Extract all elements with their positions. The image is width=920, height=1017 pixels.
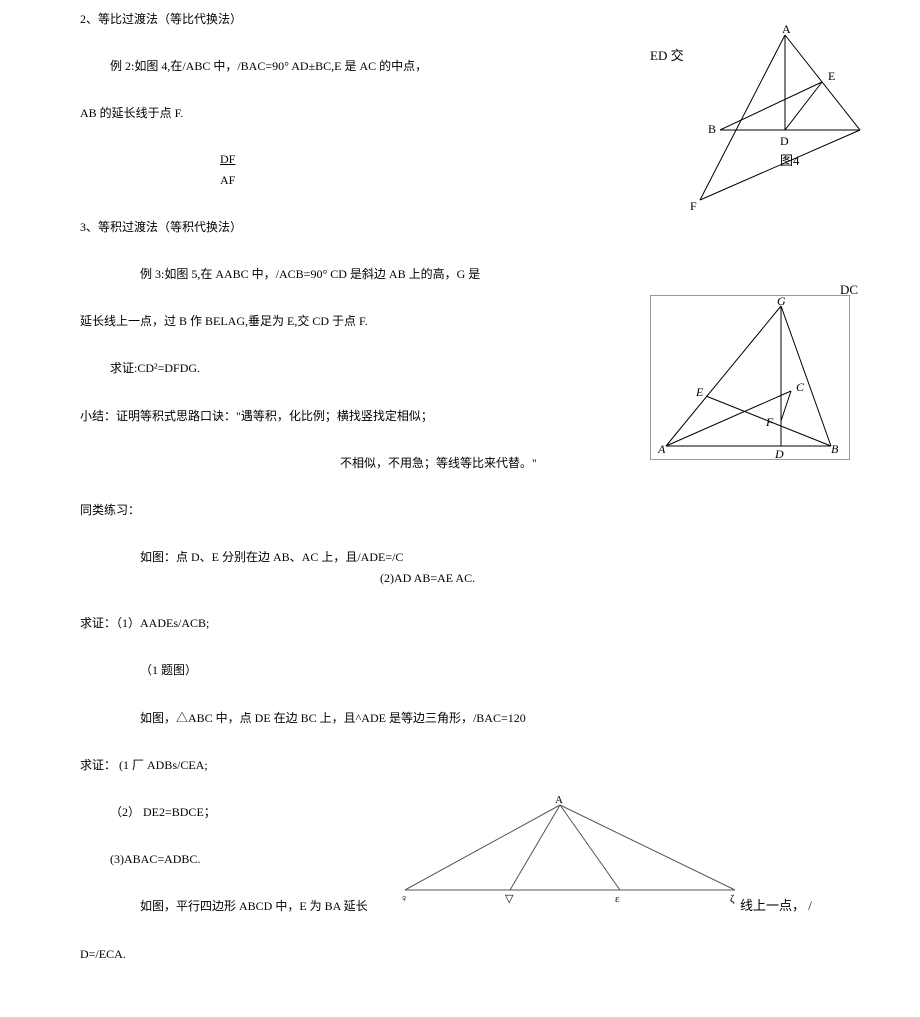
figure-5: G A D B E C F bbox=[651, 296, 851, 461]
svg-text:ε: ε bbox=[615, 893, 620, 905]
svg-text:C: C bbox=[796, 380, 805, 394]
figure-4: A B D E F 图4 bbox=[680, 25, 880, 215]
q1-line1: 如图：点 D、E 分别在边 AB、AC 上，且/ADE=/C bbox=[80, 548, 920, 567]
svg-text:F: F bbox=[690, 199, 697, 213]
svg-text:A: A bbox=[555, 795, 563, 806]
q2-line1: 如图，△ABC 中，点 DE 在边 BC 上，且^ADE 是等边三角形，/BAC… bbox=[80, 709, 920, 728]
practice-title: 同类练习： bbox=[80, 501, 920, 520]
q3-right: 线上一点， / bbox=[740, 895, 812, 914]
q1-fig-label: （1 题图） bbox=[80, 661, 920, 680]
svg-text:▽: ▽ bbox=[505, 893, 514, 905]
q2-prove: 求证： (1 厂 ADBs/CEA; bbox=[80, 756, 920, 775]
figure-6: A ♀ ▽ ε ζ bbox=[395, 795, 745, 905]
svg-text:♀: ♀ bbox=[400, 893, 408, 905]
q1-prove: 求证：（1）AADEs/ACB; bbox=[80, 614, 920, 633]
svg-text:E: E bbox=[695, 385, 704, 399]
q3-line2: D=/ECA. bbox=[80, 945, 920, 964]
figure-5-box: G A D B E C F bbox=[650, 295, 850, 460]
svg-text:D: D bbox=[774, 447, 784, 461]
svg-text:A: A bbox=[782, 25, 791, 36]
svg-text:图4: 图4 bbox=[780, 153, 800, 168]
svg-text:B: B bbox=[708, 122, 716, 136]
q1-line2: (2)AD AB=AE AC. bbox=[80, 571, 920, 586]
frac-top: DF bbox=[220, 152, 235, 166]
svg-text:B: B bbox=[831, 442, 839, 456]
svg-text:F: F bbox=[765, 415, 774, 429]
svg-text:A: A bbox=[657, 442, 666, 456]
svg-text:E: E bbox=[828, 69, 835, 83]
section3-title: 3、等积过渡法（等积代换法） bbox=[80, 218, 920, 237]
svg-text:ζ: ζ bbox=[730, 893, 735, 905]
section3-example: 例 3:如图 5,在 AABC 中，/ACB=90° CD 是斜边 AB 上的高… bbox=[80, 265, 920, 284]
svg-text:G: G bbox=[777, 296, 786, 308]
svg-text:D: D bbox=[780, 134, 789, 148]
ed-label: ED 交 bbox=[650, 45, 684, 64]
